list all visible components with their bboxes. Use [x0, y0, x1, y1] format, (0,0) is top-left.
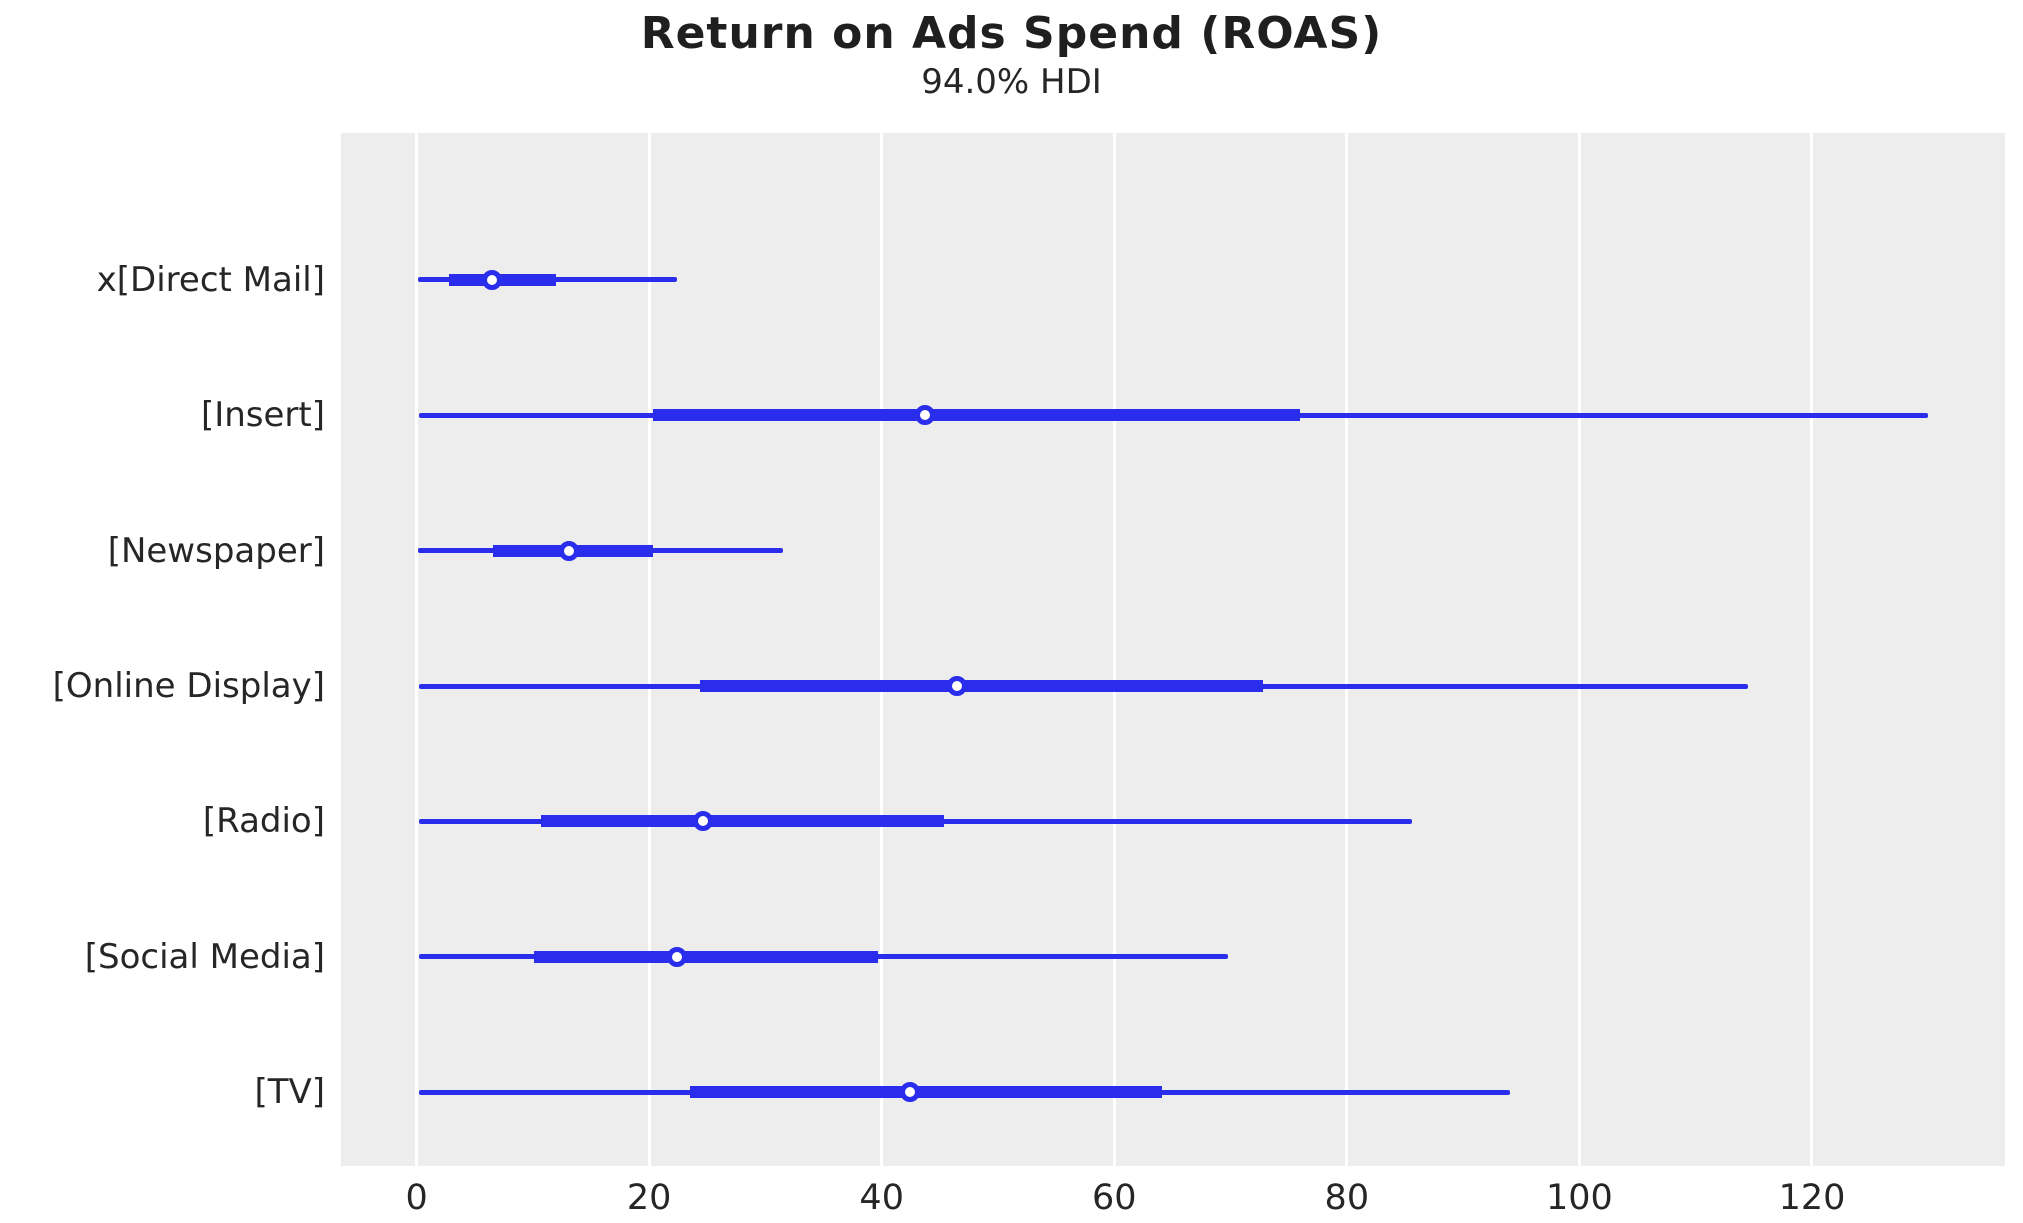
grid-line [647, 133, 651, 1166]
plot-area [341, 133, 2005, 1166]
x-tick-label: 20 [626, 1178, 672, 1218]
median-marker [914, 405, 935, 426]
x-tick-label: 100 [1546, 1178, 1613, 1218]
quartile-interval-line [534, 950, 879, 963]
grid-line [1577, 133, 1581, 1166]
median-marker [667, 946, 688, 967]
quartile-interval-line [689, 1086, 1162, 1099]
median-marker [692, 811, 713, 832]
x-tick-label: 0 [405, 1178, 428, 1218]
y-tick-label: [Radio] [202, 801, 325, 842]
grid-line [1810, 133, 1814, 1166]
chart-title: Return on Ads Spend (ROAS) [640, 8, 1383, 59]
grid-line [1112, 133, 1116, 1166]
x-axis-ticks: 0 20 40 60 80 100 120 [341, 1178, 2005, 1223]
quartile-interval-line [449, 273, 557, 286]
median-marker [899, 1082, 920, 1103]
y-tick-label: [Insert] [200, 395, 325, 436]
y-axis-labels: x[Direct Mail] [Insert] [Newspaper] [Online… [0, 133, 325, 1166]
y-tick-label: [Social Media] [84, 936, 325, 977]
y-tick-label: [Newspaper] [107, 530, 325, 571]
median-marker [482, 269, 503, 290]
grid-line [880, 133, 884, 1166]
y-tick-label: x[Direct Mail] [96, 259, 325, 300]
y-tick-label: [Online Display] [52, 666, 325, 707]
quartile-interval-line [541, 815, 945, 828]
chart-subtitle: 94.0% HDI [921, 62, 1102, 102]
quartile-interval-line [700, 680, 1264, 693]
y-tick-label: [TV] [254, 1072, 325, 1113]
grid-line [1345, 133, 1349, 1166]
x-tick-label: 60 [1091, 1178, 1137, 1218]
x-tick-label: 120 [1778, 1178, 1846, 1218]
median-marker [558, 540, 579, 561]
grid-line [415, 133, 419, 1166]
median-marker [947, 676, 968, 697]
x-tick-label: 80 [1324, 1178, 1370, 1218]
quartile-interval-line [652, 409, 1301, 422]
x-tick-label: 40 [859, 1178, 904, 1218]
